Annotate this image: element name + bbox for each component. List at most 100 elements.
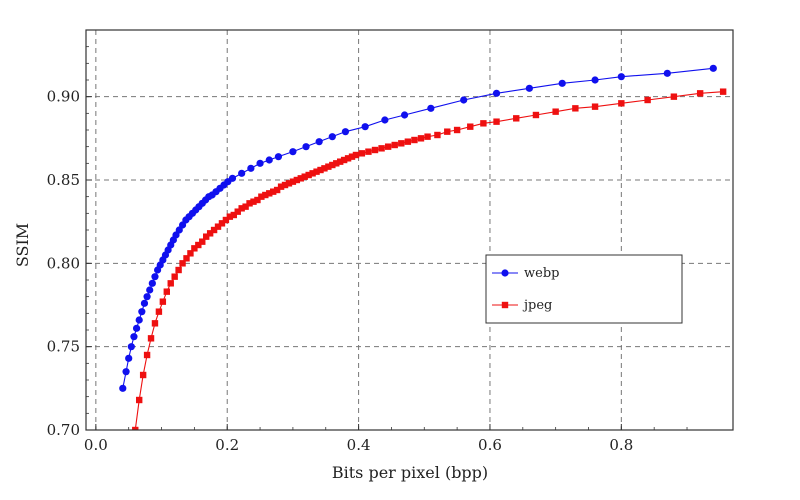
- data-point-webp: [247, 164, 255, 172]
- data-point-webp: [361, 123, 369, 131]
- y-axis-title: SSIM: [13, 223, 32, 267]
- data-point-jpeg: [333, 160, 340, 167]
- data-point-webp: [122, 368, 130, 376]
- data-point-jpeg: [155, 308, 163, 315]
- data-point-webp: [400, 111, 409, 119]
- data-point-jpeg: [719, 88, 727, 95]
- data-point-jpeg: [411, 136, 418, 144]
- data-point-jpeg: [222, 216, 230, 224]
- data-point-jpeg: [214, 223, 222, 230]
- data-point-jpeg: [340, 156, 348, 164]
- data-point-jpeg: [513, 115, 520, 122]
- data-point-jpeg: [281, 181, 289, 189]
- data-point-jpeg: [242, 203, 249, 210]
- data-point-jpeg: [309, 170, 316, 177]
- data-point-jpeg: [424, 133, 431, 140]
- data-point-jpeg: [365, 148, 372, 155]
- data-point-jpeg: [210, 226, 218, 234]
- data-point-jpeg: [371, 146, 379, 154]
- data-point-webp: [127, 343, 135, 351]
- data-point-webp: [525, 84, 533, 92]
- series-markers: [119, 64, 727, 430]
- data-point-jpeg: [493, 118, 500, 125]
- data-point-jpeg: [238, 205, 245, 212]
- data-point-webp: [135, 316, 143, 324]
- plot-frame: [85, 29, 734, 431]
- legend: webp jpeg: [485, 254, 683, 324]
- data-point-webp: [617, 73, 625, 81]
- data-point-jpeg: [139, 371, 147, 379]
- data-point-jpeg: [266, 190, 273, 197]
- data-point-webp: [328, 133, 336, 141]
- data-point-webp: [302, 143, 310, 151]
- data-point-jpeg: [203, 233, 210, 240]
- grid-lines: [86, 30, 733, 430]
- data-point-webp: [289, 148, 297, 156]
- data-point-jpeg: [329, 161, 336, 169]
- data-point-jpeg: [337, 158, 344, 165]
- data-point-jpeg: [417, 135, 425, 142]
- data-point-jpeg: [218, 220, 226, 227]
- data-point-webp: [138, 308, 146, 316]
- x-axis-title: Bits per pixel (bpp): [332, 463, 488, 482]
- data-point-jpeg: [358, 150, 366, 157]
- data-point-jpeg: [352, 151, 360, 159]
- data-point-webp: [125, 354, 133, 362]
- data-point-webp: [460, 96, 468, 104]
- data-point-webp: [315, 138, 323, 146]
- x-tick-label: 0.8: [609, 436, 633, 454]
- data-point-jpeg: [250, 198, 257, 205]
- data-point-webp: [558, 79, 566, 87]
- data-point-jpeg: [163, 288, 170, 295]
- data-point-jpeg: [262, 191, 269, 199]
- data-point-jpeg: [270, 188, 277, 195]
- data-point-jpeg: [444, 128, 451, 135]
- data-point-jpeg: [234, 208, 241, 215]
- data-point-jpeg: [384, 143, 392, 150]
- data-point-webp: [709, 64, 717, 72]
- data-point-jpeg: [277, 183, 285, 190]
- data-point-jpeg: [305, 171, 312, 179]
- data-point-jpeg: [187, 250, 194, 257]
- data-point-jpeg: [246, 200, 253, 207]
- data-point-jpeg: [273, 186, 281, 194]
- data-point-jpeg: [480, 120, 487, 127]
- data-point-jpeg: [191, 245, 198, 252]
- data-point-jpeg: [132, 426, 139, 430]
- data-point-webp: [427, 104, 435, 112]
- y-tick-label: 0.75: [47, 338, 80, 356]
- data-point-jpeg: [344, 155, 352, 162]
- data-point-jpeg: [378, 145, 385, 152]
- data-point-jpeg: [644, 96, 651, 104]
- legend-jpeg-marker: [501, 301, 509, 309]
- y-tick-label: 0.90: [47, 88, 80, 106]
- data-point-jpeg: [313, 168, 320, 175]
- data-point-jpeg: [147, 335, 155, 342]
- data-point-webp: [492, 89, 501, 97]
- data-point-jpeg: [258, 193, 265, 200]
- legend-box: [485, 254, 683, 324]
- data-point-webp: [228, 174, 237, 182]
- data-point-jpeg: [171, 273, 178, 280]
- data-point-jpeg: [175, 266, 182, 274]
- data-point-webp: [140, 299, 149, 307]
- data-point-webp: [146, 286, 154, 294]
- data-point-webp: [238, 169, 246, 177]
- data-point-jpeg: [289, 178, 297, 185]
- data-point-jpeg: [670, 93, 678, 100]
- data-point-jpeg: [572, 105, 579, 112]
- data-point-jpeg: [199, 238, 206, 245]
- data-point-jpeg: [321, 165, 328, 172]
- data-point-jpeg: [434, 131, 441, 139]
- x-tick-label: 0.4: [347, 436, 371, 454]
- data-point-jpeg: [348, 153, 356, 160]
- data-point-jpeg: [167, 280, 174, 287]
- data-point-webp: [341, 128, 350, 136]
- legend-jpeg-label: jpeg: [522, 298, 552, 313]
- data-point-webp: [663, 69, 671, 77]
- data-point-webp: [381, 116, 389, 124]
- y-tick-label: 0.80: [47, 254, 80, 272]
- data-point-jpeg: [467, 123, 474, 130]
- x-tick-label: 0.6: [478, 436, 502, 454]
- data-point-jpeg: [453, 126, 461, 134]
